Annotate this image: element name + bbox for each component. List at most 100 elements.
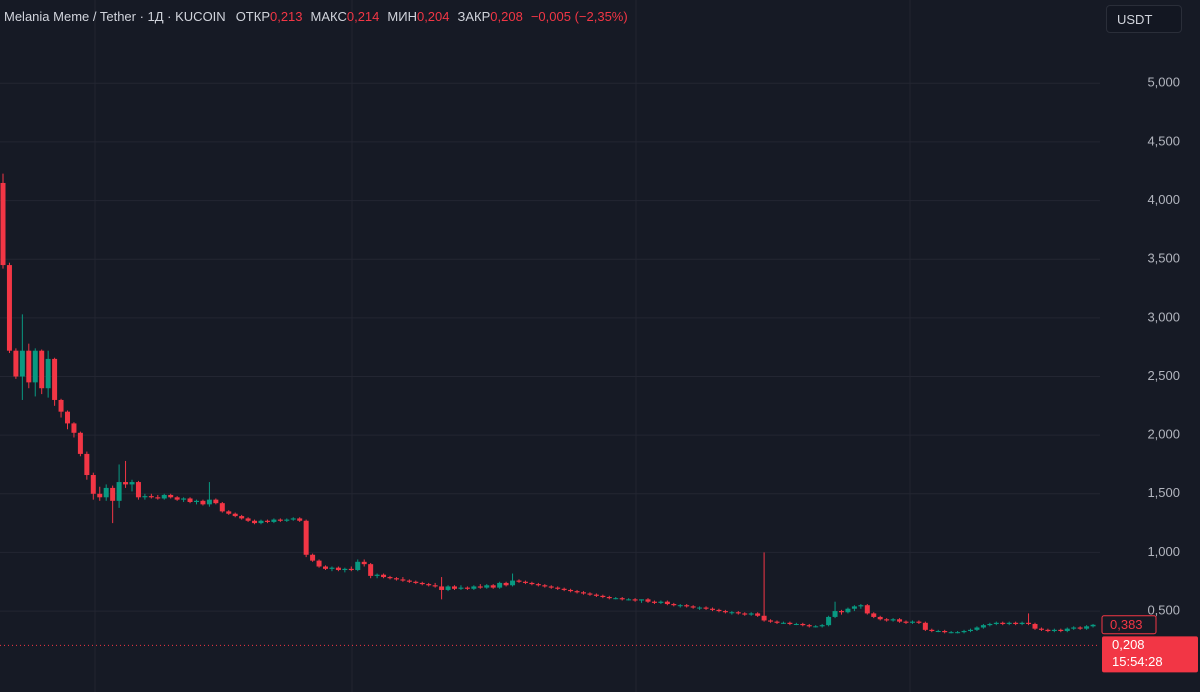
candle-body [858, 605, 864, 607]
candle-body [593, 594, 599, 596]
candle-body [787, 622, 793, 624]
field-value: 0,213 [269, 9, 303, 24]
candle-body [19, 350, 25, 377]
candle-body [664, 601, 670, 605]
candle-body [690, 606, 696, 608]
candle-body [1013, 622, 1019, 624]
candle-body [826, 616, 832, 626]
y-tick-label: 1,000 [1147, 544, 1180, 559]
candle-body [406, 580, 412, 582]
candle-body [935, 631, 941, 633]
candle-body [780, 622, 786, 624]
candle-body [948, 632, 954, 634]
candle-body [987, 623, 993, 626]
candle-body [832, 611, 838, 617]
candle-body [135, 482, 141, 498]
candle-body [1026, 622, 1032, 624]
candle-body [374, 574, 380, 576]
candle-body [671, 604, 677, 606]
candle-body [219, 503, 225, 512]
candle-body [968, 629, 973, 632]
candle-body [97, 493, 103, 498]
candle-body [697, 607, 703, 609]
candle-body [793, 623, 799, 625]
candle-body [729, 612, 735, 614]
candle-body [484, 585, 490, 588]
candle-body [490, 585, 496, 588]
candle-body [542, 585, 548, 587]
candle-body [510, 580, 516, 586]
candle-body [58, 399, 64, 412]
y-tick-label: 0,500 [1147, 603, 1180, 618]
candle-body [39, 350, 45, 389]
candle-body [387, 577, 393, 579]
candle-body [529, 582, 535, 585]
candle-body [871, 613, 877, 617]
candle-body [26, 350, 32, 383]
symbol-title: Melania Meme / Tether · 1Д · KUCOIN [4, 9, 226, 24]
candle-body [277, 519, 283, 521]
candle-body [645, 599, 651, 602]
price-label: 0,383 [1110, 617, 1143, 632]
ohlc-fields: ОТКР0,213 МАКС0,214 МИН0,204 ЗАКР0,208 [226, 9, 531, 24]
candle-body [742, 613, 748, 615]
candle-body [535, 584, 541, 586]
candle-body [574, 591, 580, 593]
candle-body [522, 581, 528, 583]
candle-body [6, 265, 12, 351]
candle-body [264, 520, 270, 522]
candle-body [851, 606, 857, 609]
candle-body [974, 627, 980, 630]
candle-body [710, 608, 715, 610]
candle-body [477, 586, 483, 588]
candle-body [677, 605, 683, 607]
candle-body [651, 601, 657, 603]
currency-button[interactable]: USDT [1106, 5, 1182, 33]
candle-body [955, 632, 961, 634]
candle-body [561, 588, 567, 590]
field-label: МИН [387, 9, 417, 24]
candle-body [71, 423, 77, 433]
candle-body [1064, 628, 1070, 632]
candle-body [284, 519, 290, 521]
candle-body [471, 586, 477, 589]
field-value: 0,204 [416, 9, 450, 24]
price-label: 0,208 [1112, 637, 1145, 652]
candle-body [568, 589, 574, 592]
candle-body [735, 612, 741, 614]
candle-body [342, 568, 348, 571]
candle-body [632, 599, 638, 601]
candle-body [329, 567, 335, 569]
y-tick-label: 5,000 [1147, 75, 1180, 90]
candle-body [761, 615, 767, 621]
candle-body [1084, 626, 1090, 629]
candle-body [600, 595, 606, 597]
candle-body [1000, 622, 1006, 624]
candle-body [77, 432, 83, 454]
candle-body [290, 518, 296, 520]
candle-body [355, 561, 361, 571]
candle-body [774, 621, 780, 623]
candle-body [393, 578, 399, 580]
y-tick-label: 3,500 [1147, 251, 1180, 266]
candle-body [155, 497, 161, 499]
candle-body [1071, 627, 1077, 629]
candle-body [516, 580, 522, 582]
candle-body [813, 626, 819, 628]
legend: Melania Meme / Tether · 1Д · KUCOIN ОТКР0… [4, 9, 636, 24]
candle-body [400, 579, 406, 581]
candle-body [13, 350, 19, 377]
candle-body [877, 616, 883, 620]
field-label: ОТКР [235, 9, 270, 24]
candle-body [1051, 629, 1057, 632]
candle-body [335, 567, 341, 571]
candle-body [426, 584, 432, 586]
field-label: МАКС [310, 9, 347, 24]
candle-body [52, 358, 58, 400]
candle-body [226, 511, 232, 514]
candle-body [161, 494, 167, 499]
candle-body [884, 619, 890, 621]
candle-body [1038, 628, 1044, 630]
candle-body [213, 499, 219, 504]
